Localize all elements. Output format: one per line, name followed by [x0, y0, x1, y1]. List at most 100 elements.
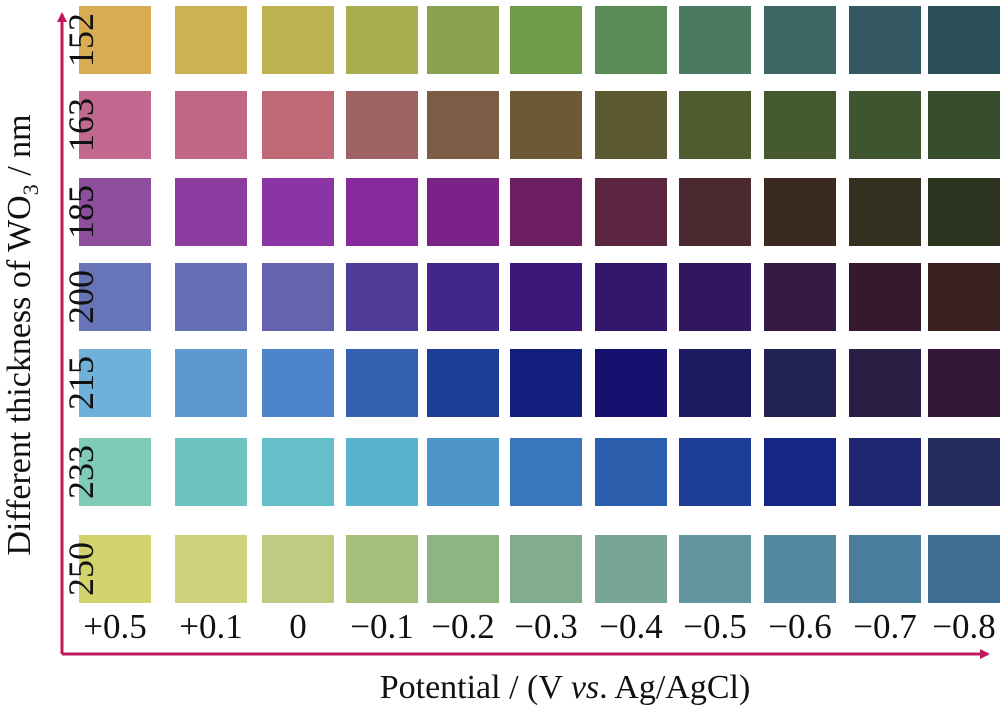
cell-200-9	[849, 263, 921, 331]
y-tick-label: 250	[61, 542, 101, 596]
cell-215-2	[262, 349, 334, 417]
cell-163-1	[175, 91, 247, 159]
cell-152-5	[510, 6, 582, 74]
cell-250-1	[175, 535, 247, 603]
cell-215-4	[427, 349, 499, 417]
cell-250-4	[427, 535, 499, 603]
x-tick-label: −0.6	[768, 607, 832, 646]
cell-233-1	[175, 438, 247, 506]
cell-250-6	[595, 535, 667, 603]
cell-233-9	[849, 438, 921, 506]
cell-152-0	[79, 6, 151, 74]
cell-200-8	[764, 263, 836, 331]
cell-163-10	[928, 91, 1000, 159]
cell-200-10	[928, 263, 1000, 331]
cell-185-3	[346, 178, 418, 246]
cell-200-0	[79, 263, 151, 331]
cell-250-2	[262, 535, 334, 603]
cell-163-8	[764, 91, 836, 159]
cell-163-4	[427, 91, 499, 159]
cell-233-2	[262, 438, 334, 506]
cell-185-5	[510, 178, 582, 246]
cell-250-8	[764, 535, 836, 603]
cell-200-1	[175, 263, 247, 331]
cell-233-5	[510, 438, 582, 506]
cell-215-0	[79, 349, 151, 417]
cell-152-7	[679, 6, 751, 74]
cell-200-3	[346, 263, 418, 331]
cell-233-10	[928, 438, 1000, 506]
cell-152-2	[262, 6, 334, 74]
x-tick-labels: +0.5 +0.1 0 −0.1 −0.2 −0.3 −0.4 −0.5 −0.6 −0.7 −0.…	[83, 607, 996, 646]
cell-grid	[79, 6, 1000, 603]
x-tick-label: −0.4	[599, 607, 663, 646]
cell-250-7	[679, 535, 751, 603]
cell-200-7	[679, 263, 751, 331]
y-tick-label: 233	[61, 445, 101, 499]
cell-163-0	[79, 91, 151, 159]
cell-215-1	[175, 349, 247, 417]
cell-215-7	[679, 349, 751, 417]
x-tick-label: 0	[289, 607, 307, 646]
cell-250-5	[510, 535, 582, 603]
cell-215-5	[510, 349, 582, 417]
cell-185-2	[262, 178, 334, 246]
cell-152-9	[849, 6, 921, 74]
cell-163-3	[346, 91, 418, 159]
cell-152-10	[928, 6, 1000, 74]
cell-152-4	[427, 6, 499, 74]
cell-152-3	[346, 6, 418, 74]
cell-163-2	[262, 91, 334, 159]
cell-250-10	[928, 535, 1000, 603]
x-tick-label: −0.5	[683, 607, 747, 646]
x-tick-label: +0.1	[179, 607, 243, 646]
cell-163-5	[510, 91, 582, 159]
x-tick-label: −0.3	[514, 607, 578, 646]
cell-233-3	[346, 438, 418, 506]
x-tick-label: +0.5	[83, 607, 147, 646]
cell-200-4	[427, 263, 499, 331]
cell-250-9	[849, 535, 921, 603]
cell-215-3	[346, 349, 418, 417]
cell-152-1	[175, 6, 247, 74]
y-tick-labels: 152 163 185 200 215 233 250	[61, 13, 101, 596]
cell-233-6	[595, 438, 667, 506]
cell-185-0	[79, 178, 151, 246]
y-tick-label: 215	[61, 356, 101, 410]
x-tick-label: −0.7	[853, 607, 917, 646]
cell-163-7	[679, 91, 751, 159]
cell-185-7	[679, 178, 751, 246]
cell-233-0	[79, 438, 151, 506]
cell-215-10	[928, 349, 1000, 417]
cell-233-7	[679, 438, 751, 506]
cell-250-3	[346, 535, 418, 603]
cell-200-5	[510, 263, 582, 331]
cell-200-6	[595, 263, 667, 331]
y-tick-label: 152	[61, 13, 101, 67]
cell-152-6	[595, 6, 667, 74]
cell-163-9	[849, 91, 921, 159]
cell-215-8	[764, 349, 836, 417]
cell-215-6	[595, 349, 667, 417]
x-tick-label: −0.2	[431, 607, 495, 646]
cell-185-4	[427, 178, 499, 246]
y-tick-label: 185	[61, 185, 101, 239]
cell-185-6	[595, 178, 667, 246]
cell-215-9	[849, 349, 921, 417]
cell-233-4	[427, 438, 499, 506]
cell-163-6	[595, 91, 667, 159]
cell-233-8	[764, 438, 836, 506]
y-tick-label: 163	[61, 98, 101, 152]
cell-185-10	[928, 178, 1000, 246]
x-tick-label: −0.8	[932, 607, 996, 646]
x-axis-title: Potential / (V vs. Ag/AgCl)	[380, 669, 751, 706]
cell-185-1	[175, 178, 247, 246]
y-tick-label: 200	[61, 270, 101, 324]
cell-185-9	[849, 178, 921, 246]
cell-250-0	[79, 535, 151, 603]
cell-152-8	[764, 6, 836, 74]
x-tick-label: −0.1	[350, 607, 414, 646]
cell-200-2	[262, 263, 334, 331]
cell-185-8	[764, 178, 836, 246]
